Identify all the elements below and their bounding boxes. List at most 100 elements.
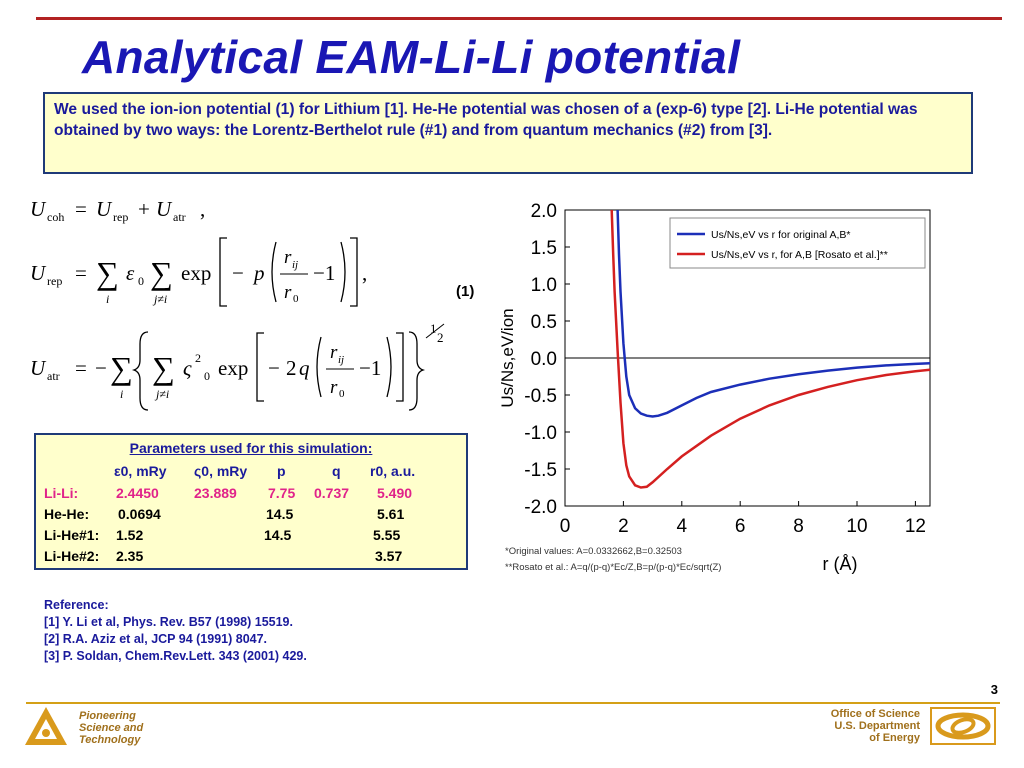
- row-label: Li-Li:: [44, 485, 79, 501]
- svg-text:2: 2: [437, 330, 444, 345]
- y-tick-label: -0.5: [524, 386, 557, 407]
- legend-box: [669, 217, 926, 269]
- footer-left-line: Pioneering: [79, 710, 136, 722]
- svg-text:U: U: [30, 356, 47, 380]
- svg-text:−1: −1: [313, 261, 335, 285]
- svg-text:2: 2: [195, 351, 201, 365]
- row-r0: 3.57: [375, 548, 403, 564]
- y-tick-label: 0.5: [531, 312, 557, 333]
- svg-text:rep: rep: [113, 210, 128, 224]
- series-line-1: [616, 210, 930, 418]
- row-r0: 5.55: [373, 527, 401, 543]
- svg-text:U: U: [30, 197, 47, 221]
- svg-text:r: r: [330, 377, 338, 398]
- series-line-2: [610, 210, 930, 489]
- footer-right-line: U.S. Department: [834, 720, 920, 732]
- doe-logo-icon: [930, 707, 996, 750]
- x-tick-label: 2: [618, 516, 629, 537]
- row-label: He-He:: [44, 506, 90, 522]
- potential-equations: U coh = U rep + U atr , U rep = ∑ i ε 0 …: [18, 186, 488, 426]
- svg-text:p: p: [252, 261, 265, 285]
- svg-text:∑: ∑: [150, 255, 173, 291]
- x-tick-label: 12: [905, 516, 926, 537]
- x-tick-label: 0: [560, 516, 571, 537]
- header-eps0: ε0, mRy: [114, 463, 167, 479]
- row-zeta0: 23.889: [194, 485, 237, 501]
- doe-office: Office of Science U.S. Department of Ene…: [831, 708, 920, 744]
- svg-text:−: −: [95, 356, 107, 380]
- svg-text:exp: exp: [181, 261, 211, 285]
- header-zeta0: ς0, mRy: [194, 463, 248, 479]
- row-eps0: 1.52: [116, 527, 144, 543]
- legend-label: Us/Ns,eV vs r for original A,B*: [711, 229, 850, 241]
- svg-text:−: −: [232, 261, 244, 285]
- svg-text:i: i: [120, 387, 123, 401]
- y-tick-label: 2.0: [531, 201, 557, 222]
- footer-left-line: Technology: [79, 734, 141, 746]
- potential-chart: 2.0 1.5 1.0 0.5 0.0 -0.5 -1.0 -1.5 -2.0 0 2 4 6 8 10 12…: [495, 190, 955, 590]
- svg-text:atr: atr: [173, 210, 186, 224]
- parameters-box: Parameters used for this simulation: ε0,…: [34, 433, 468, 570]
- header-r0: r0, a.u.: [370, 463, 416, 479]
- argonne-logo-icon: [24, 706, 68, 751]
- svg-text:∑: ∑: [110, 350, 133, 386]
- svg-text:rep: rep: [47, 274, 62, 288]
- svg-text:atr: atr: [47, 369, 60, 383]
- equation-label: (1): [456, 283, 475, 300]
- row-label: Li-He#2:: [44, 548, 100, 564]
- row-eps0: 0.0694: [118, 506, 161, 522]
- svg-text:U: U: [156, 197, 173, 221]
- footer-rule: [26, 702, 1000, 704]
- svg-text:ς: ς: [183, 356, 192, 380]
- svg-text:r: r: [284, 247, 292, 268]
- row-p: 7.75: [268, 485, 296, 501]
- footer-right-line: Office of Science: [830, 708, 920, 720]
- row-r0: 5.61: [377, 506, 405, 522]
- chart-note: *Original values: A=0.0332662,B=0.32503: [505, 546, 682, 557]
- svg-text:ij: ij: [338, 354, 344, 366]
- svg-text:ij: ij: [292, 259, 298, 271]
- y-axis-label: Us/Ns,eV/ion: [498, 308, 517, 407]
- footer-tagline: Pioneering Science and Technology: [79, 710, 143, 746]
- svg-text:r: r: [330, 342, 338, 363]
- header-q: q: [332, 463, 341, 479]
- svg-text:=: =: [75, 261, 87, 285]
- reference-item: [2] R.A. Aziz et al, JCP 94 (1991) 8047.: [44, 632, 268, 646]
- chart-note: **Rosato et al.: A=q/(p-q)*Ec/Z,B=p/(p-q…: [505, 562, 721, 573]
- svg-text:0: 0: [339, 388, 345, 400]
- footer-right-line: of Energy: [869, 732, 920, 744]
- x-tick-label: 4: [677, 516, 688, 537]
- page-title: Analytical EAM-Li-Li potential: [82, 31, 741, 83]
- svg-text:−1: −1: [359, 356, 381, 380]
- svg-text:coh: coh: [47, 210, 64, 224]
- svg-text:=: =: [75, 356, 87, 380]
- row-r0: 5.490: [377, 485, 413, 501]
- potential-chart-svg: 2.0 1.5 1.0 0.5 0.0 -0.5 -1.0 -1.5 -2.00 2 4 6 8 10 12…: [498, 201, 931, 574]
- svg-text:∑: ∑: [96, 255, 119, 291]
- header-p: p: [277, 463, 286, 479]
- intro-box: We used the ion-ion potential (1) for Li…: [43, 92, 973, 174]
- svg-text:ε: ε: [126, 261, 135, 285]
- svg-text:i: i: [106, 292, 109, 306]
- footer-left-line: Science and: [79, 722, 144, 734]
- svg-text:∑: ∑: [152, 350, 175, 386]
- svg-text:exp: exp: [218, 356, 248, 380]
- svg-text:,: ,: [362, 261, 367, 285]
- row-p: 14.5: [264, 527, 292, 543]
- y-tick-label: 1.5: [531, 238, 557, 259]
- svg-text:j≠i: j≠i: [152, 292, 167, 306]
- y-tick-label: 1.0: [531, 275, 557, 296]
- x-tick-label: 8: [793, 516, 804, 537]
- svg-text:U: U: [96, 197, 113, 221]
- svg-text:q: q: [299, 356, 310, 380]
- intro-text: We used the ion-ion potential (1) for Li…: [54, 101, 918, 139]
- parameters-title: Parameters used for this simulation:: [129, 440, 373, 456]
- svg-text:−: −: [268, 356, 280, 380]
- y-tick-label: -2.0: [524, 497, 557, 518]
- references: Reference: [1] Y. Li et al, Phys. Rev. B…: [44, 597, 307, 665]
- y-tick-label: -1.5: [524, 460, 557, 481]
- x-axis-label: r (Å): [823, 554, 858, 574]
- y-tick-label: -1.0: [524, 423, 557, 444]
- svg-text:=: =: [75, 197, 87, 221]
- row-p: 14.5: [266, 506, 294, 522]
